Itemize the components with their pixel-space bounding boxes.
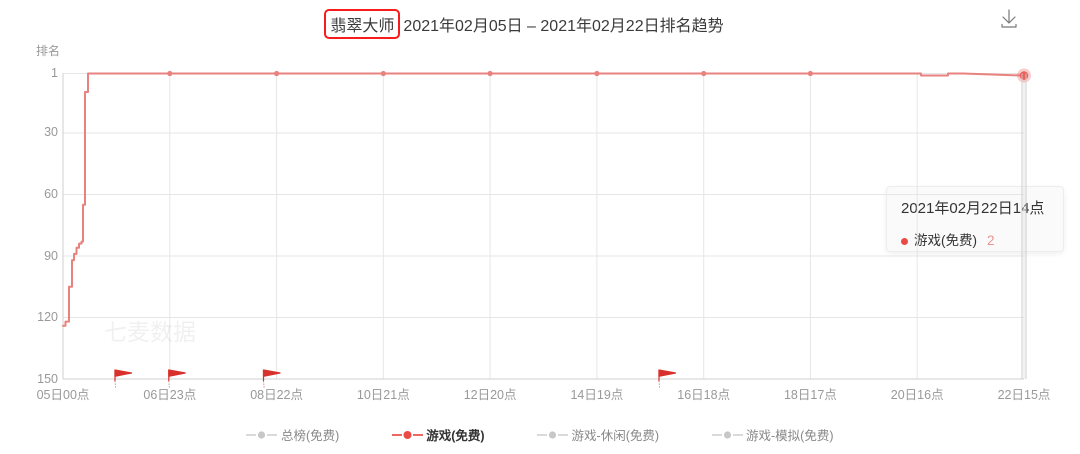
svg-text:七麦数据: 七麦数据 xyxy=(104,319,196,345)
